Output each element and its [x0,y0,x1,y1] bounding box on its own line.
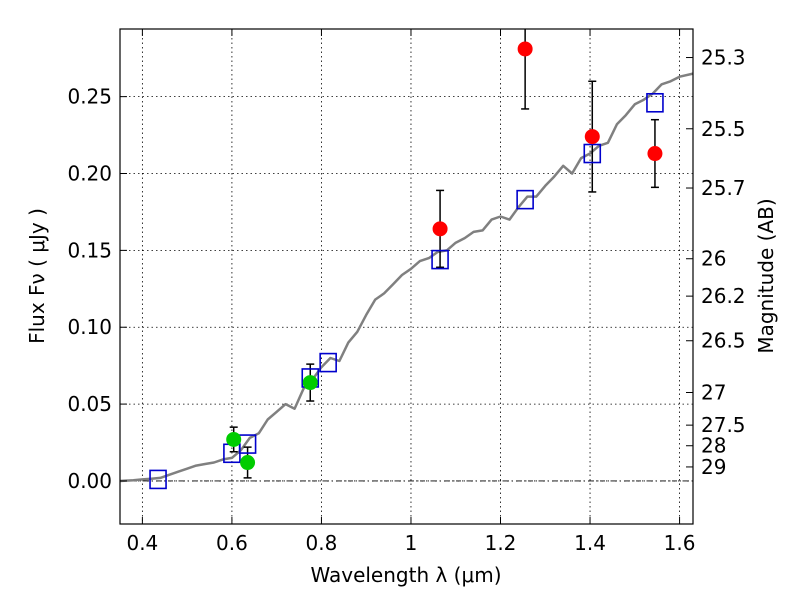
model-spectrum [119,72,694,483]
right-tick-label: 28 [701,434,726,458]
observed-flux-point [517,41,533,57]
right-tick-label: 25.5 [701,117,746,141]
x-tick-label: 1 [405,531,418,555]
y-tick-label: 0.25 [67,85,112,109]
y-tick-label: 0.00 [67,469,112,493]
model-bandpass-square [583,143,602,164]
data-markers [149,41,664,490]
observed-flux-point [584,129,600,145]
observed-flux-point [240,455,256,471]
y-tick-label: 0.20 [67,162,112,186]
right-tick-label: 29 [701,455,726,479]
right-tick-label: 26.5 [701,329,746,353]
plot-frame [119,28,694,525]
axis-ticks: 0.4 0.6 0.8 1 1.2 1.4 1.6 0.00 0.05 0.10 0.15 0.20 0… [67,29,746,555]
right-tick-label: 25.7 [701,176,746,200]
x-tick-label: 0.6 [216,531,248,555]
x-tick-label: 0.4 [126,531,158,555]
model-bandpass-square [646,92,664,113]
y-tick-label: 0.15 [67,238,112,262]
right-y-axis-title: Magnitude (AB) [754,198,778,353]
model-bandpass-square [149,469,167,490]
right-tick-label: 25.3 [701,46,746,70]
left-y-axis-title: Flux Fν ( μJy ) [25,208,49,344]
grid [120,29,693,524]
x-tick-label: 1.6 [664,531,696,555]
observed-flux-point [302,375,318,391]
x-tick-label: 1.2 [485,531,517,555]
y-tick-label: 0.10 [67,315,112,339]
right-tick-label: 27 [701,380,726,404]
x-tick-label: 1.4 [574,531,606,555]
y-tick-label: 0.05 [67,392,112,416]
observed-flux-point [432,221,448,237]
model-bandpass-square [319,352,337,373]
observed-flux-point [647,146,663,162]
observed-flux-point [226,431,242,447]
right-tick-label: 27.5 [701,413,746,437]
right-tick-label: 26 [701,247,726,271]
model-bandpass-square [516,189,534,210]
x-tick-label: 0.8 [306,531,338,555]
model-bandpass-square [431,249,449,270]
model-spectrum-line [119,72,694,483]
x-axis-title: Wavelength λ (μm) [310,563,501,587]
right-tick-label: 26.2 [701,284,746,308]
